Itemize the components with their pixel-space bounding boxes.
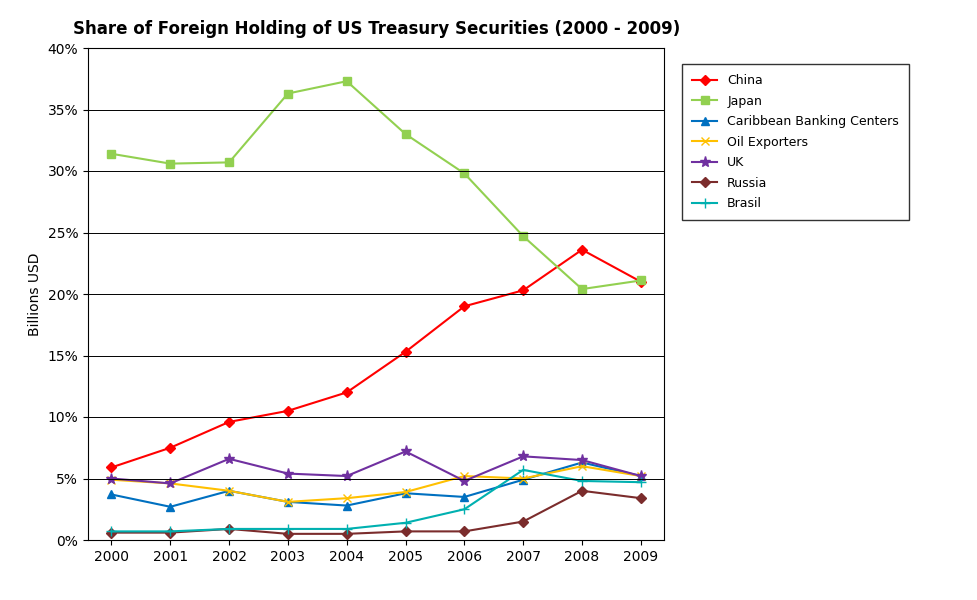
Y-axis label: Billions USD: Billions USD — [28, 252, 42, 336]
Title: Share of Foreign Holding of US Treasury Securities (2000 - 2009): Share of Foreign Holding of US Treasury … — [72, 20, 680, 38]
Russia — [576, 487, 588, 494]
Legend: China, Japan, Caribbean Banking Centers, Oil Exporters, UK, Russia, Brasil: China, Japan, Caribbean Banking Centers,… — [682, 64, 909, 220]
UK — [223, 455, 234, 463]
UK — [576, 457, 588, 464]
UK — [458, 478, 470, 485]
Japan — [458, 170, 470, 177]
Caribbean Banking Centers — [341, 502, 353, 509]
Caribbean Banking Centers — [635, 472, 647, 479]
Russia — [223, 526, 234, 533]
Oil Exporters — [576, 463, 588, 470]
China — [458, 302, 470, 310]
China — [282, 407, 294, 415]
UK — [341, 472, 353, 479]
UK — [106, 475, 117, 482]
Caribbean Banking Centers — [458, 493, 470, 500]
China — [518, 287, 530, 294]
Caribbean Banking Centers — [106, 491, 117, 498]
Japan — [518, 233, 530, 240]
Line: Japan: Japan — [107, 77, 645, 293]
Caribbean Banking Centers — [400, 490, 411, 497]
Caribbean Banking Centers — [223, 487, 234, 494]
Oil Exporters — [341, 494, 353, 502]
Brasil — [400, 519, 411, 526]
UK — [635, 472, 647, 479]
China — [635, 278, 647, 285]
Oil Exporters — [164, 480, 176, 487]
China — [223, 418, 234, 425]
UK — [400, 448, 411, 455]
Russia — [400, 528, 411, 535]
China — [164, 444, 176, 451]
UK — [518, 453, 530, 460]
Japan — [400, 130, 411, 137]
Brasil — [164, 528, 176, 535]
Japan — [164, 160, 176, 167]
Brasil — [106, 528, 117, 535]
Brasil — [282, 526, 294, 533]
UK — [164, 480, 176, 487]
China — [341, 389, 353, 396]
Oil Exporters — [282, 498, 294, 505]
Russia — [458, 528, 470, 535]
Line: China: China — [108, 246, 644, 471]
Brasil — [341, 526, 353, 533]
Brasil — [458, 506, 470, 513]
China — [106, 464, 117, 471]
Caribbean Banking Centers — [576, 459, 588, 466]
Japan — [223, 159, 234, 166]
Line: Oil Exporters: Oil Exporters — [107, 462, 645, 506]
Caribbean Banking Centers — [164, 503, 176, 511]
Oil Exporters — [518, 475, 530, 482]
Russia — [282, 530, 294, 538]
Japan — [282, 90, 294, 97]
China — [400, 348, 411, 355]
Japan — [106, 150, 117, 157]
China — [576, 246, 588, 253]
Japan — [576, 286, 588, 293]
Caribbean Banking Centers — [518, 476, 530, 484]
Oil Exporters — [223, 487, 234, 494]
Japan — [341, 77, 353, 85]
Line: Brasil: Brasil — [106, 465, 646, 536]
Russia — [164, 529, 176, 536]
Caribbean Banking Centers — [282, 498, 294, 505]
Line: Caribbean Banking Centers: Caribbean Banking Centers — [107, 458, 645, 511]
Line: Russia: Russia — [108, 487, 644, 538]
Oil Exporters — [106, 476, 117, 484]
Russia — [518, 518, 530, 525]
UK — [282, 470, 294, 477]
Oil Exporters — [458, 472, 470, 479]
Brasil — [635, 479, 647, 486]
Russia — [106, 529, 117, 536]
Russia — [635, 494, 647, 502]
Oil Exporters — [635, 472, 647, 479]
Brasil — [223, 526, 234, 533]
Brasil — [576, 478, 588, 485]
Oil Exporters — [400, 488, 411, 496]
Russia — [341, 530, 353, 538]
Line: UK: UK — [106, 446, 647, 489]
Brasil — [518, 466, 530, 473]
Japan — [635, 277, 647, 284]
